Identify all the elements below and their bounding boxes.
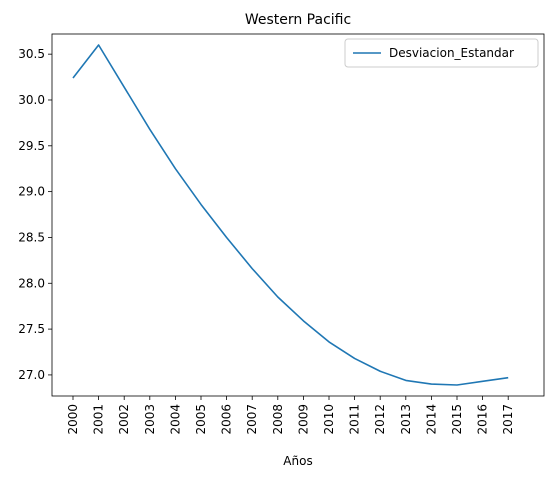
- x-tick-label: 2003: [143, 404, 157, 435]
- plot-frame: [51, 33, 545, 397]
- x-tick-label: 2013: [399, 404, 413, 435]
- x-tick-label: 2009: [296, 404, 310, 435]
- x-tick-label: 2000: [66, 404, 80, 435]
- y-tick-label: 29.0: [18, 185, 45, 199]
- legend-label: Desviacion_Estandar: [389, 46, 514, 60]
- x-tick-label: 2004: [168, 404, 182, 435]
- series-line-desviacion-estandar: [72, 44, 509, 386]
- plot-area: 27.0 27.5 28.0 28.5 29.0 29.5 30.0 30.5 2000 2001…: [18, 33, 545, 435]
- y-tick-label: 29.5: [18, 139, 45, 153]
- y-tick-label: 30.0: [18, 93, 45, 107]
- x-tick-label: 2014: [424, 404, 438, 435]
- y-tick-label: 28.0: [18, 276, 45, 290]
- x-tick-label: 2007: [245, 404, 259, 435]
- y-tick-label: 27.5: [18, 322, 45, 336]
- x-tick-label: 2016: [476, 404, 490, 435]
- y-tick-label: 27.0: [18, 368, 45, 382]
- x-axis-label: Años: [283, 454, 312, 468]
- x-tick-label: 2002: [117, 404, 131, 435]
- x-tick-label: 2017: [501, 404, 515, 435]
- y-tick-label: 30.5: [18, 47, 45, 61]
- chart-title: Western Pacific: [245, 12, 351, 28]
- x-tick-label: 2008: [271, 404, 285, 435]
- x-tick-label: 2015: [450, 404, 464, 435]
- x-tick-label: 2006: [220, 404, 234, 435]
- legend-box: [344, 38, 539, 68]
- x-tick-label: 2005: [194, 404, 208, 435]
- x-tick-label: 2011: [348, 404, 362, 435]
- x-tick-label: 2001: [92, 404, 106, 435]
- y-tick-label: 28.5: [18, 230, 45, 244]
- x-tick-label: 2010: [322, 404, 336, 435]
- x-tick-label: 2012: [373, 404, 387, 435]
